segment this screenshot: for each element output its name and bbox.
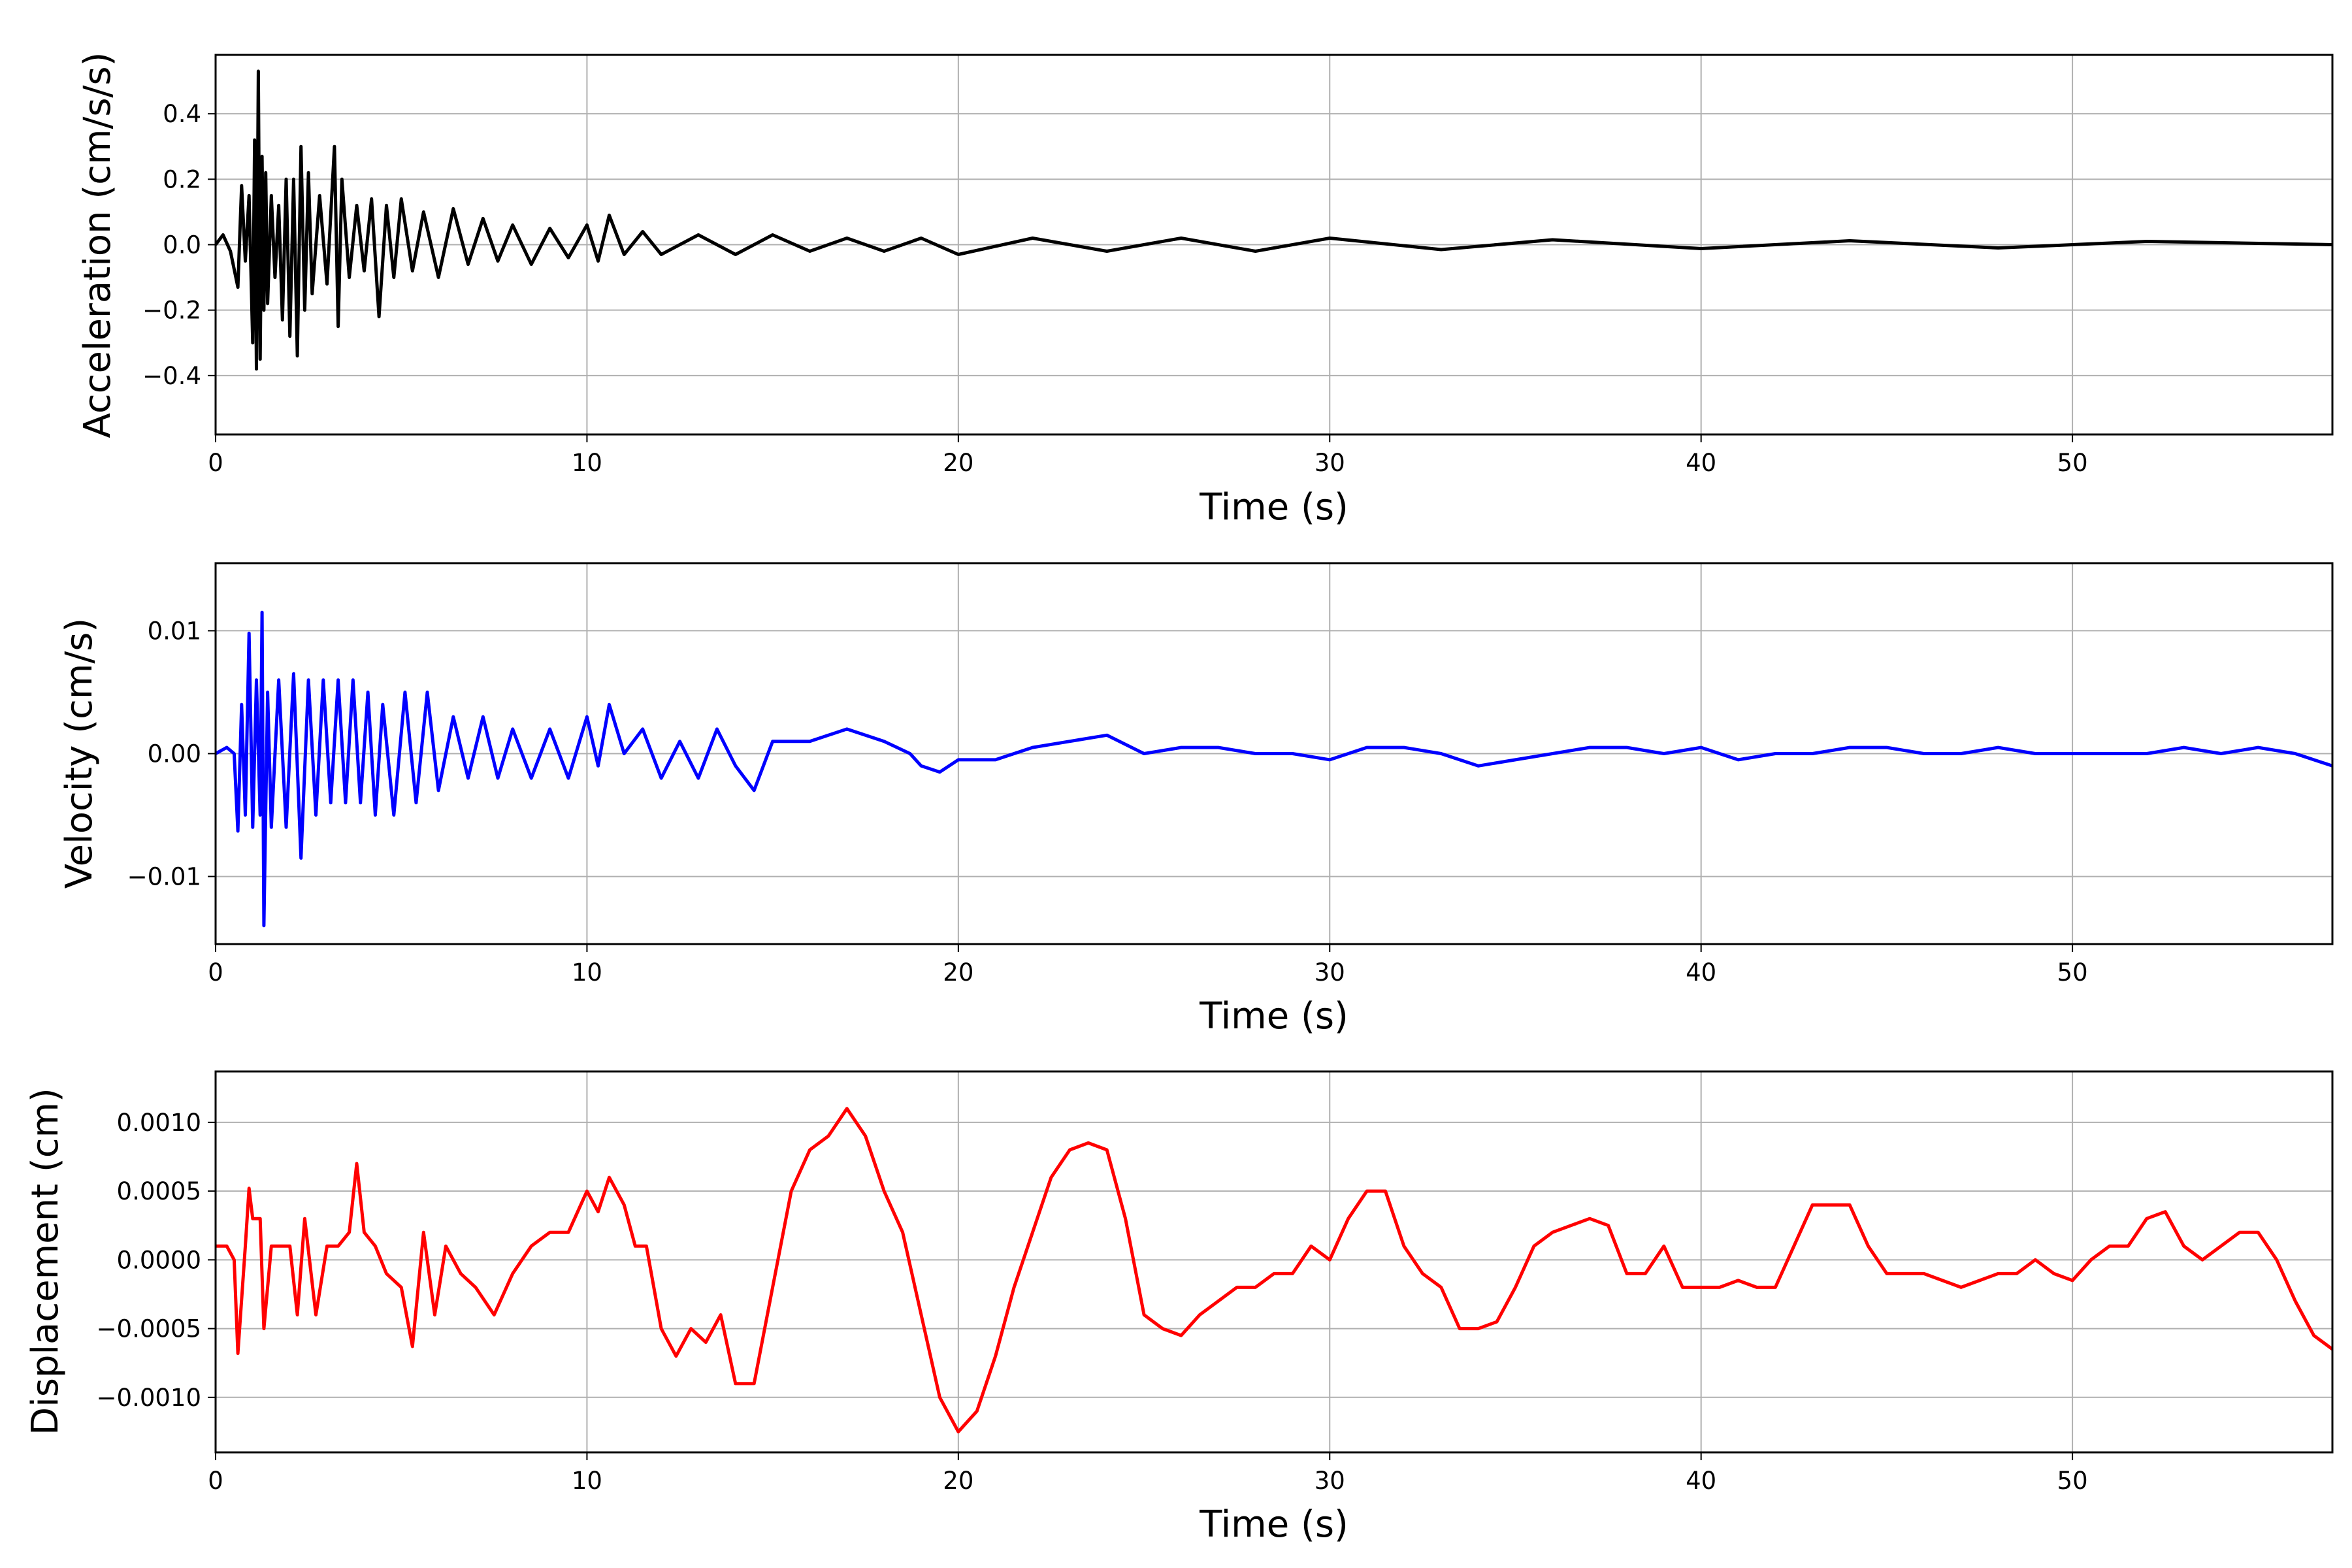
velocity-x-axis-label: Time (s) xyxy=(1199,995,1348,1037)
acceleration-x-tick-label: 10 xyxy=(572,449,602,477)
displacement-y-tick-label: −0.0010 xyxy=(97,1384,201,1412)
displacement-series-line xyxy=(216,1107,2332,1433)
displacement-ticks: 0 10 20 30 40 50 0.0010 0.0005 0.0000 −0.0005 −0.0… xyxy=(97,1109,2088,1495)
velocity-y-tick-label: −0.01 xyxy=(127,863,201,891)
acceleration-y-tick-label: 0.4 xyxy=(163,100,201,128)
acceleration-ticks: 0 10 20 30 40 50 0.4 0.2 0.0 −0.2 −0.4 xyxy=(142,100,2088,477)
displacement-x-tick-label: 20 xyxy=(943,1467,973,1495)
displacement-series xyxy=(216,1107,2332,1433)
acceleration-series-line xyxy=(216,69,2332,371)
acceleration-x-tick-label: 30 xyxy=(1315,449,1345,477)
velocity-x-tick-label: 50 xyxy=(2057,958,2088,987)
velocity-series xyxy=(216,610,2332,928)
acceleration-x-tick-label: 20 xyxy=(943,449,973,477)
displacement-panel: 0 10 20 30 40 50 0.0010 0.0005 0.0000 −0.0005 −0.0… xyxy=(24,1070,2334,1546)
velocity-panel: 0 10 20 30 40 50 0.01 0.00 −0.01 Time (s) Veloci… xyxy=(58,562,2334,1037)
acceleration-y-tick-label: 0.2 xyxy=(163,165,201,193)
velocity-x-tick-label: 20 xyxy=(943,958,973,987)
displacement-y-tick-label: 0.0010 xyxy=(117,1109,201,1137)
acceleration-y-tick-label: −0.4 xyxy=(142,362,201,390)
displacement-x-axis-label: Time (s) xyxy=(1199,1503,1348,1546)
displacement-grid xyxy=(215,1071,2332,1452)
acceleration-grid xyxy=(215,55,2332,434)
velocity-y-axis-label: Velocity (cm/s) xyxy=(58,618,101,889)
acceleration-x-axis-label: Time (s) xyxy=(1199,486,1348,529)
velocity-x-tick-label: 10 xyxy=(572,958,602,987)
acceleration-y-axis-label: Acceleration (cm/s/s) xyxy=(76,52,119,438)
displacement-y-tick-label: 0.0000 xyxy=(117,1246,201,1274)
velocity-x-tick-label: 40 xyxy=(1686,958,1716,987)
displacement-x-tick-label: 0 xyxy=(208,1467,223,1495)
velocity-x-tick-label: 30 xyxy=(1315,958,1345,987)
acceleration-panel: 0 10 20 30 40 50 0.4 0.2 0.0 −0.2 −0.4 Time (s) Ac… xyxy=(76,52,2334,529)
velocity-series-line xyxy=(216,610,2332,928)
displacement-plot-frame xyxy=(214,1070,2334,1454)
acceleration-series xyxy=(216,69,2332,371)
acceleration-x-tick-label: 40 xyxy=(1686,449,1716,477)
displacement-y-tick-label: −0.0005 xyxy=(97,1315,201,1343)
displacement-x-tick-label: 50 xyxy=(2057,1467,2088,1495)
velocity-x-tick-label: 0 xyxy=(208,958,223,987)
displacement-x-tick-label: 30 xyxy=(1315,1467,1345,1495)
velocity-ticks: 0 10 20 30 40 50 0.01 0.00 −0.01 xyxy=(127,617,2088,987)
displacement-x-tick-label: 40 xyxy=(1686,1467,1716,1495)
displacement-y-tick-label: 0.0005 xyxy=(117,1177,201,1205)
acceleration-x-tick-label: 50 xyxy=(2057,449,2088,477)
acceleration-y-tick-label: −0.2 xyxy=(142,297,201,325)
acceleration-x-tick-label: 0 xyxy=(208,449,223,477)
acceleration-y-tick-label: 0.0 xyxy=(163,231,201,259)
velocity-y-tick-label: 0.01 xyxy=(148,617,201,645)
displacement-x-tick-label: 10 xyxy=(572,1467,602,1495)
velocity-y-tick-label: 0.00 xyxy=(148,740,201,768)
displacement-y-axis-label: Displacement (cm) xyxy=(24,1088,67,1435)
